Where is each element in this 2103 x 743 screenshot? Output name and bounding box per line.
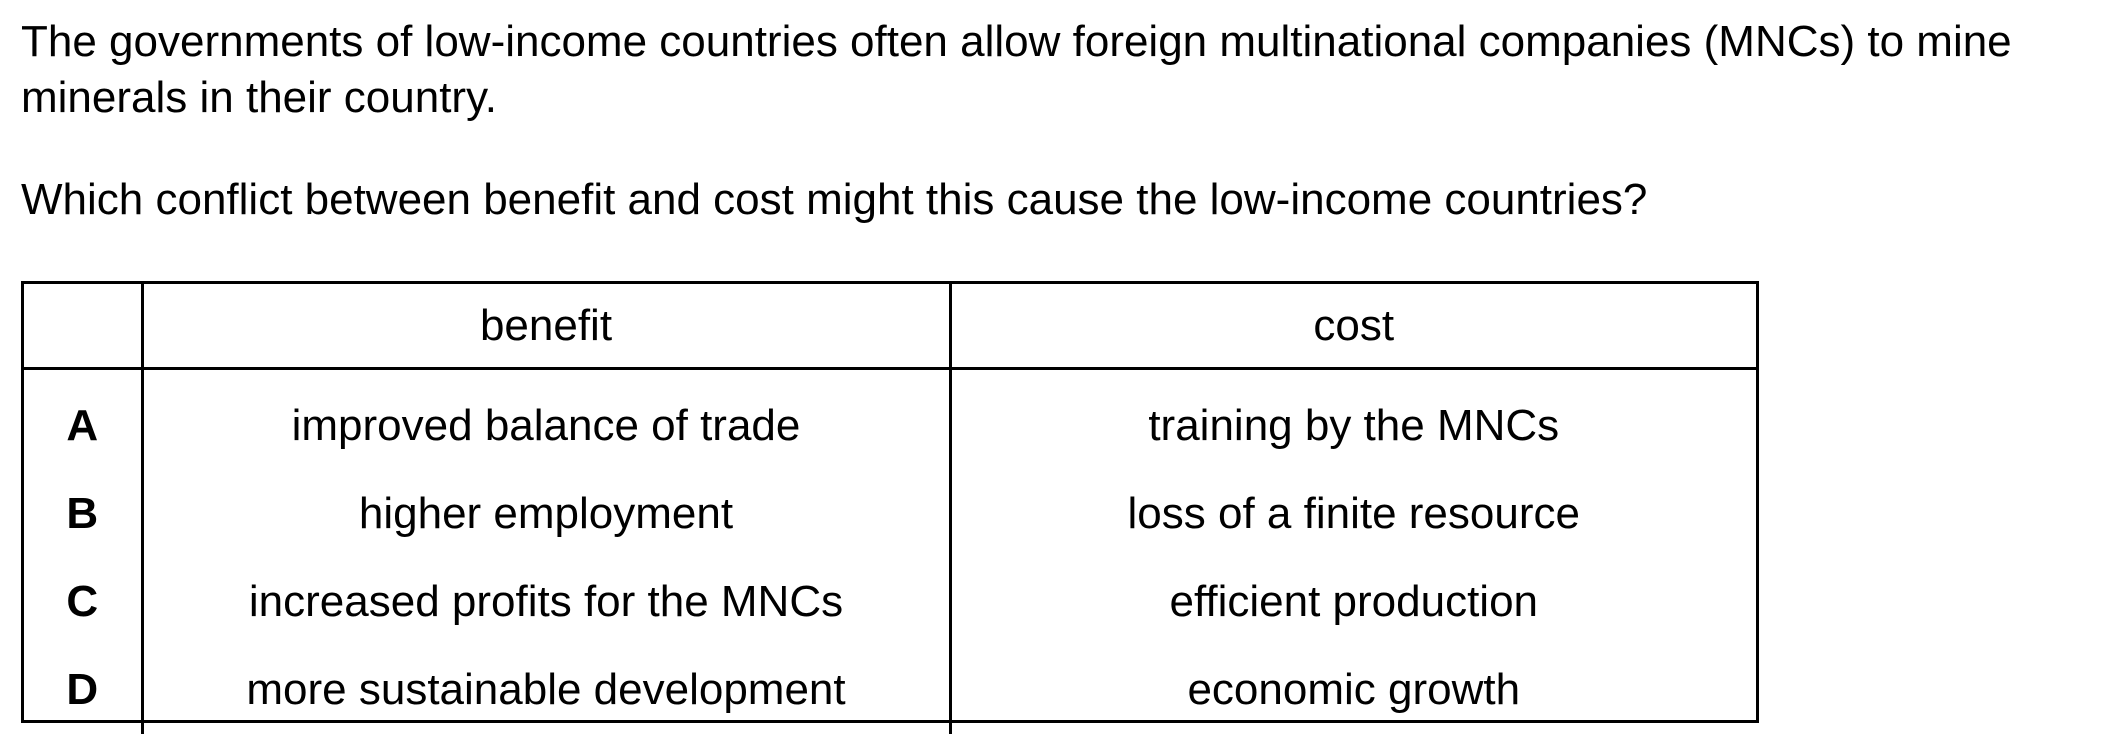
table-row: D more sustainable development economic … xyxy=(24,646,1756,734)
option-cost: efficient production xyxy=(1169,577,1539,626)
option-cost: training by the MNCs xyxy=(1148,401,1560,450)
header-cost: cost xyxy=(950,284,1756,370)
table-row: C increased profits for the MNCs efficie… xyxy=(24,558,1756,646)
table-header-row: benefit cost xyxy=(24,284,1756,370)
option-letter: D xyxy=(24,646,144,734)
option-benefit: improved balance of trade xyxy=(142,368,952,470)
option-letter: C xyxy=(24,558,144,646)
option-benefit: more sustainable development xyxy=(142,646,952,734)
option-benefit: higher employment xyxy=(142,470,952,558)
options-table: benefit cost A improved balance of trade… xyxy=(21,281,1759,734)
option-cost: economic growth xyxy=(1187,665,1521,714)
question-prompt: Which conflict between benefit and cost … xyxy=(21,175,1648,224)
question-stem: The governments of low-income countries … xyxy=(21,17,2012,122)
header-letter-cell xyxy=(24,284,144,370)
option-cost: loss of a finite resource xyxy=(1127,489,1580,538)
table-row: A improved balance of trade training by … xyxy=(24,368,1756,470)
option-benefit: increased profits for the MNCs xyxy=(142,558,952,646)
header-benefit: benefit xyxy=(142,284,952,370)
table-row: B higher employment loss of a finite res… xyxy=(24,470,1756,558)
option-letter: B xyxy=(24,470,144,558)
option-letter: A xyxy=(24,368,144,470)
